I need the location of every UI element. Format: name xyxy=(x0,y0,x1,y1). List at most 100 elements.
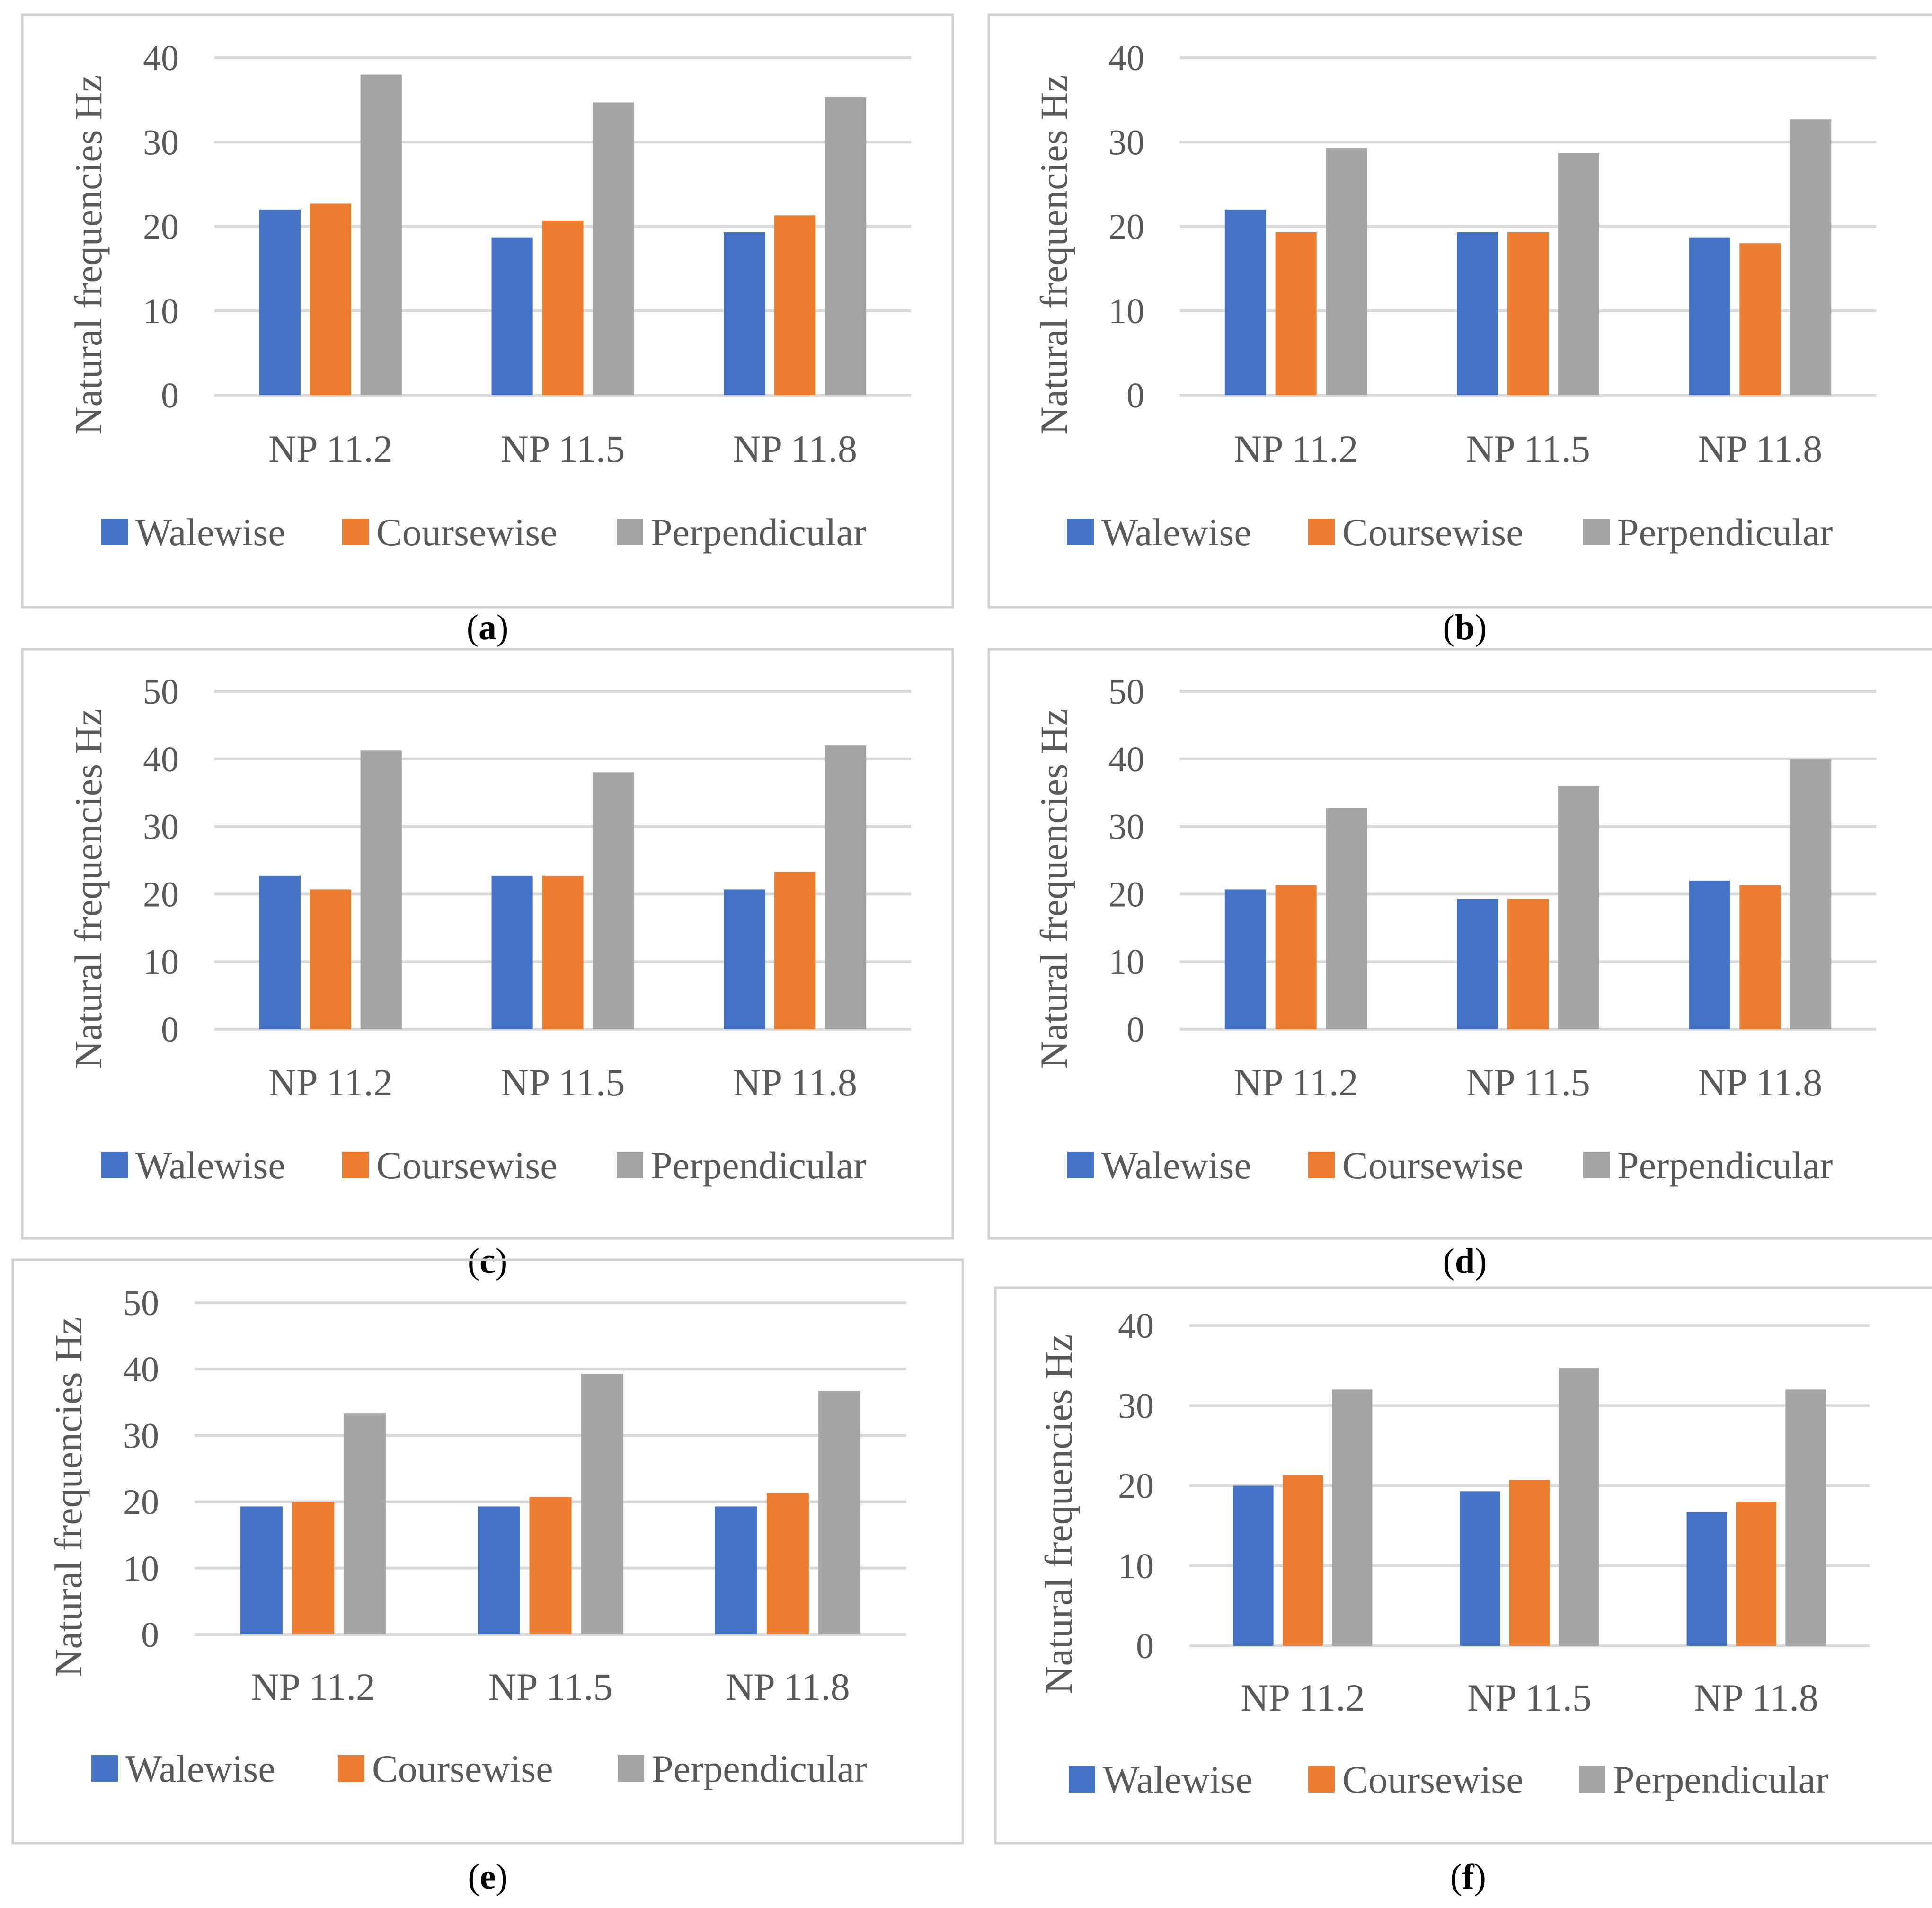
bar-walewise-1 xyxy=(1233,1485,1274,1646)
bar-coursewise-2 xyxy=(1507,899,1549,1029)
legend-label: Walewise xyxy=(1103,1758,1253,1801)
legend-swatch-walewise xyxy=(101,519,128,545)
bar-walewise-3 xyxy=(1689,880,1730,1029)
legend-swatch-walewise xyxy=(1067,1152,1094,1178)
category-label: NP 11.8 xyxy=(1698,427,1822,470)
panel-letter: e xyxy=(480,1857,496,1897)
bar-perpendicular-1 xyxy=(1326,808,1367,1029)
legend-label: Perpendicular xyxy=(651,511,866,554)
chart-frame xyxy=(11,1258,964,1845)
legend-label: Perpendicular xyxy=(1613,1758,1828,1801)
legend-swatch-walewise xyxy=(1067,519,1094,545)
category-label: NP 11.5 xyxy=(488,1665,613,1708)
bar-coursewise-1 xyxy=(1275,885,1317,1029)
legend-label: Perpendicular xyxy=(1617,1144,1833,1187)
bar-perpendicular-3 xyxy=(818,1391,861,1634)
y-tick-label: 30 xyxy=(143,123,179,162)
legend-swatch-coursewise xyxy=(342,519,369,545)
y-tick-label: 0 xyxy=(161,376,179,415)
category-label: NP 11.5 xyxy=(1467,1676,1592,1719)
category-label: NP 11.8 xyxy=(733,427,857,470)
category-label: NP 11.5 xyxy=(501,427,625,470)
y-tick-label: 30 xyxy=(143,807,179,847)
bar-perpendicular-2 xyxy=(581,1374,623,1634)
y-tick-label: 30 xyxy=(1118,1386,1154,1426)
bar-coursewise-2 xyxy=(1507,232,1549,395)
y-tick-label: 50 xyxy=(123,1283,159,1323)
legend-swatch-perpendicular xyxy=(617,519,643,545)
legend-label: Coursewise xyxy=(1342,1758,1524,1801)
bar-perpendicular-1 xyxy=(1332,1389,1373,1646)
bar-walewise-1 xyxy=(1224,209,1266,395)
bar-walewise-2 xyxy=(491,237,533,395)
y-tick-label: 40 xyxy=(123,1350,159,1389)
y-tick-label: 10 xyxy=(1108,942,1144,982)
y-tick-label: 30 xyxy=(1108,807,1144,847)
chart-panel-f: 0 10 20 30 40 NP 11.2 NP 11.5 NP 11.8 Natural fr… xyxy=(994,1286,1932,1897)
y-tick-label: 10 xyxy=(123,1549,159,1589)
y-tick-label: 0 xyxy=(1126,1010,1144,1050)
y-tick-label: 40 xyxy=(1108,740,1144,779)
legend-swatch-perpendicular xyxy=(617,1152,643,1178)
bar-walewise-3 xyxy=(1689,237,1730,395)
bar-coursewise-2 xyxy=(542,221,584,395)
bar-perpendicular-1 xyxy=(360,74,402,395)
legend-label: Perpendicular xyxy=(651,1144,866,1187)
legend-label: Perpendicular xyxy=(1617,511,1833,554)
bar-walewise-1 xyxy=(259,209,301,395)
panel-caption: (e) xyxy=(468,1857,507,1897)
panel-caption: (a) xyxy=(467,608,509,647)
legend-swatch-perpendicular xyxy=(1583,1152,1610,1178)
bar-walewise-2 xyxy=(1457,232,1498,395)
legend-swatch-walewise xyxy=(91,1755,118,1782)
panel-caption: (c) xyxy=(468,1241,507,1281)
bar-walewise-2 xyxy=(1460,1491,1500,1646)
y-axis-title: Natural frequencies Hz xyxy=(67,709,110,1069)
bar-perpendicular-2 xyxy=(1559,1368,1599,1646)
legend: Walewise Coursewise Perpendicular xyxy=(101,1144,866,1187)
category-label: NP 11.8 xyxy=(1698,1061,1822,1104)
y-axis-title: Natural frequencies Hz xyxy=(1037,1334,1080,1694)
bar-coursewise-3 xyxy=(1739,243,1781,395)
chart-panel-a: 0 10 20 30 40 NP 11.2 NP 11.5 NP 11.8 Natural fr… xyxy=(21,13,954,647)
y-tick-label: 20 xyxy=(143,874,179,914)
legend-swatch-coursewise xyxy=(1308,1152,1335,1178)
bar-perpendicular-1 xyxy=(1326,148,1367,395)
legend-swatch-perpendicular xyxy=(618,1755,644,1782)
bar-walewise-1 xyxy=(240,1506,283,1634)
y-axis-title: Natural frequencies Hz xyxy=(1032,709,1075,1069)
bar-coursewise-2 xyxy=(1509,1480,1550,1646)
chart-frame xyxy=(21,13,954,609)
bar-walewise-1 xyxy=(1224,889,1266,1029)
bar-perpendicular-3 xyxy=(1790,759,1832,1029)
bar-walewise-2 xyxy=(491,875,533,1029)
y-tick-label: 50 xyxy=(1108,672,1144,712)
y-tick-label: 0 xyxy=(1126,376,1144,415)
legend: Walewise Coursewise Perpendicular xyxy=(1067,1144,1833,1187)
y-tick-label: 40 xyxy=(1118,1306,1154,1346)
y-tick-label: 20 xyxy=(1108,874,1144,914)
bar-coursewise-2 xyxy=(529,1497,572,1634)
bar-coursewise-3 xyxy=(1736,1502,1777,1646)
bar-coursewise-1 xyxy=(292,1502,335,1634)
chart-frame xyxy=(21,648,954,1240)
chart-frame xyxy=(987,13,1932,609)
bar-coursewise-3 xyxy=(774,215,816,395)
bar-perpendicular-3 xyxy=(1790,119,1832,395)
legend-label: Walewise xyxy=(1101,511,1251,554)
y-tick-label: 40 xyxy=(1108,38,1144,78)
y-axis-title: Natural frequencies Hz xyxy=(1032,75,1075,434)
y-tick-label: 30 xyxy=(123,1416,159,1456)
legend-label: Walewise xyxy=(1101,1144,1251,1187)
y-tick-label: 20 xyxy=(1118,1466,1154,1506)
chart-panel-d: 0 10 20 30 40 50 NP 11.2 NP 11.5 NP 11.8 Natural … xyxy=(987,648,1932,1281)
legend: Walewise Coursewise Perpendicular xyxy=(1069,1758,1828,1801)
legend: Walewise Coursewise Perpendicular xyxy=(91,1747,867,1790)
bar-perpendicular-2 xyxy=(1558,153,1599,395)
panel-letter: c xyxy=(479,1241,496,1281)
y-axis-title: Natural frequencies Hz xyxy=(67,75,110,434)
y-tick-label: 20 xyxy=(1108,207,1144,247)
legend-label: Perpendicular xyxy=(652,1747,867,1790)
category-label: NP 11.5 xyxy=(1466,1061,1590,1104)
